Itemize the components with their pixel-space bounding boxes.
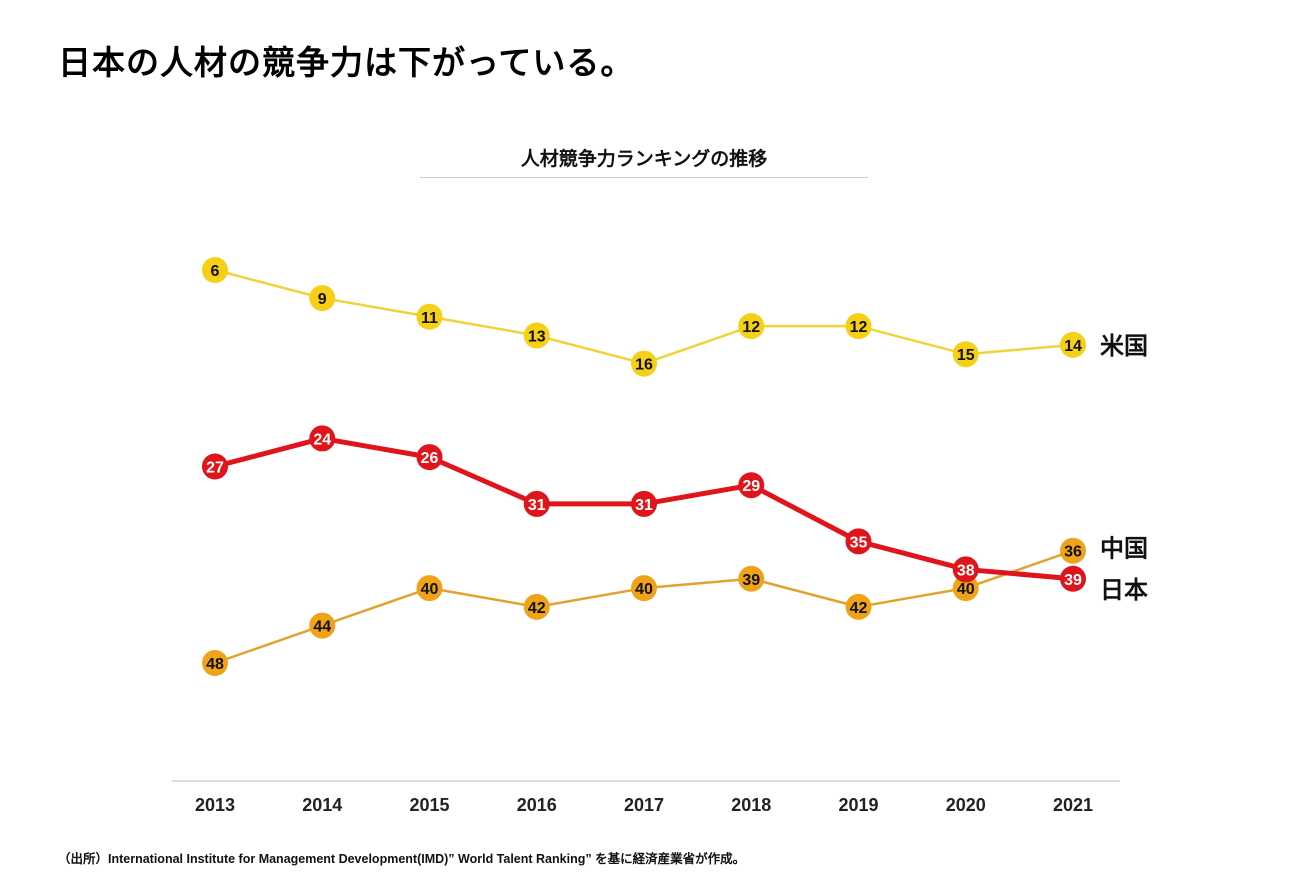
- x-tick-label: 2013: [195, 795, 235, 815]
- data-point: [416, 575, 443, 602]
- data-point: [202, 257, 228, 283]
- x-tick-label: 2017: [624, 795, 664, 815]
- x-tick-label: 2015: [409, 795, 449, 815]
- x-tick-label: 2021: [1053, 795, 1093, 815]
- series-2: 6 9 11 13 16 12 12 15 14 米国: [202, 257, 1148, 377]
- data-label: 40: [635, 581, 653, 598]
- data-label: 31: [635, 497, 653, 514]
- x-tick-label: 2016: [517, 795, 557, 815]
- data-label: 39: [742, 572, 760, 589]
- data-label: 39: [1064, 572, 1082, 589]
- data-label: 48: [206, 656, 224, 673]
- data-point: [952, 341, 979, 368]
- data-point: [1060, 331, 1086, 358]
- data-point: [1060, 565, 1086, 592]
- data-point: [309, 612, 336, 639]
- data-point: [631, 350, 657, 377]
- series-line: [214, 268, 1074, 365]
- data-point: [523, 322, 550, 349]
- data-label: 40: [957, 581, 975, 598]
- data-label: 42: [850, 600, 868, 617]
- data-point: [202, 650, 228, 676]
- data-point: [845, 313, 872, 340]
- data-point: [738, 565, 765, 592]
- data-label: 29: [742, 478, 760, 495]
- data-label: 16: [635, 357, 653, 374]
- data-point: [952, 556, 979, 583]
- data-point: [845, 593, 872, 620]
- data-label: 6: [211, 263, 220, 280]
- data-label: 31: [528, 497, 546, 514]
- series-name-label: 米国: [1100, 332, 1148, 360]
- data-label: 26: [421, 450, 439, 467]
- data-label: 40: [421, 581, 439, 598]
- x-tick-label: 2019: [838, 795, 878, 815]
- data-label: 13: [528, 329, 546, 346]
- data-label: 44: [313, 619, 331, 636]
- x-tick-label: 2020: [946, 795, 986, 815]
- data-label: 15: [957, 347, 975, 364]
- series-line: [214, 549, 1074, 665]
- series-1: 27 24 26 31 31 29 35 38 39 日本: [202, 425, 1148, 604]
- page-title: 日本の人材の競争力は下がっている。: [58, 43, 635, 82]
- data-point: [416, 303, 443, 330]
- data-label: 38: [957, 562, 975, 579]
- title-divider: [420, 177, 868, 178]
- x-tick-label: 2018: [731, 795, 771, 815]
- data-point: [309, 425, 336, 452]
- source-note: （出所）International Institute for Manageme…: [58, 852, 746, 866]
- data-label: 42: [528, 600, 546, 617]
- data-label: 14: [1064, 338, 1082, 355]
- data-point: [1060, 537, 1086, 564]
- data-point: [738, 313, 765, 340]
- chart-title: 人材競争力ランキングの推移: [520, 148, 768, 170]
- series-0: 48 44 40 42 40 39 42 40 36 中国: [202, 535, 1148, 676]
- data-label: 11: [421, 310, 438, 327]
- data-label: 27: [206, 460, 224, 477]
- data-point: [416, 444, 443, 471]
- series-name-label: 中国: [1100, 535, 1148, 563]
- data-label: 12: [742, 319, 760, 336]
- series-name-label: 日本: [1100, 576, 1148, 604]
- data-point: [631, 575, 657, 602]
- data-point: [952, 575, 979, 602]
- data-point: [523, 490, 550, 517]
- data-label: 36: [1064, 544, 1082, 561]
- data-point: [631, 490, 657, 517]
- data-point: [309, 285, 336, 312]
- data-point: [523, 593, 550, 620]
- x-tick-label: 2014: [302, 795, 342, 815]
- data-label: 24: [313, 431, 331, 448]
- data-label: 35: [850, 534, 868, 551]
- data-label: 12: [850, 319, 868, 336]
- data-label: 9: [318, 291, 327, 308]
- data-point: [845, 528, 872, 555]
- data-point: [202, 453, 228, 480]
- data-point: [738, 472, 765, 499]
